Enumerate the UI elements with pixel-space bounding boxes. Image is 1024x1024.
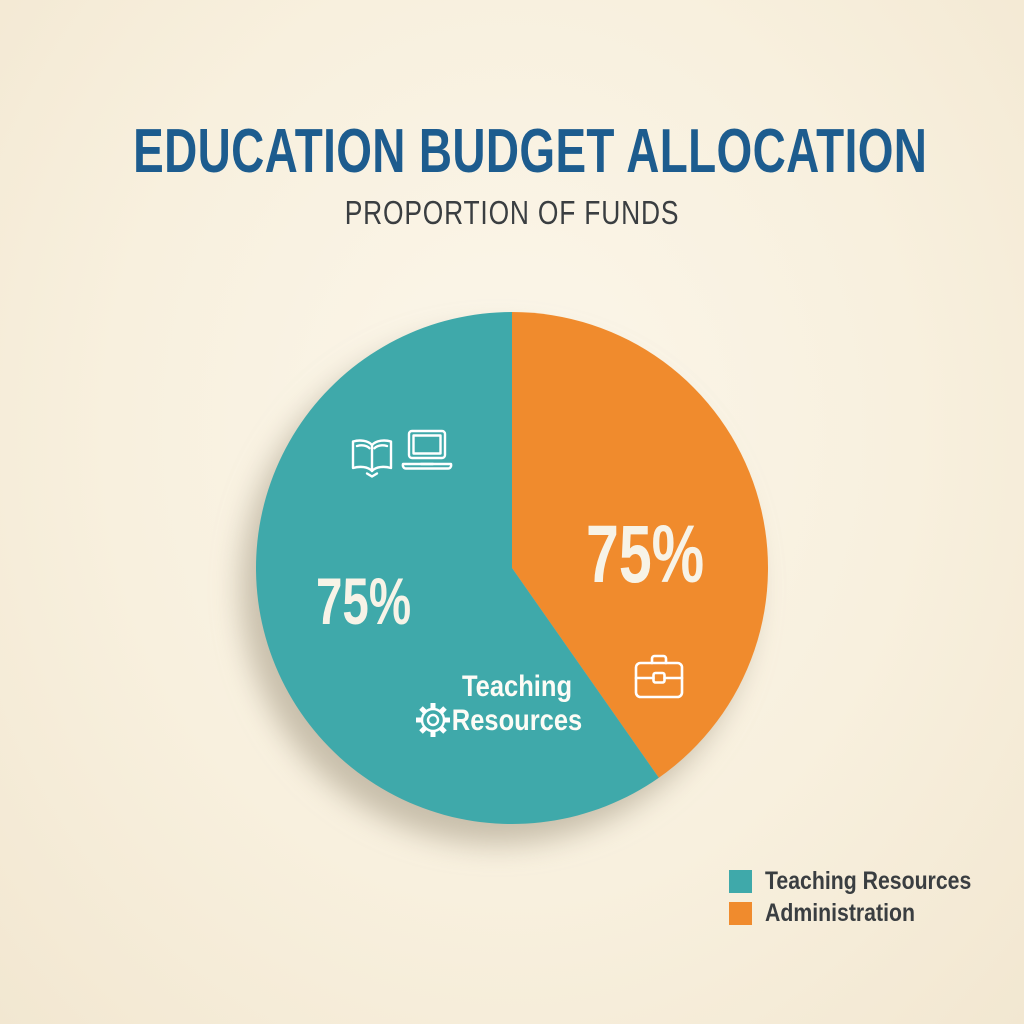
legend-swatch-orange	[729, 902, 752, 925]
teal-slice-caption-line2: Resources	[451, 703, 583, 737]
legend-label: Administration	[765, 899, 915, 927]
teal-slice-caption: Teaching Resources	[449, 670, 585, 738]
legend-item-teaching-resources: Teaching Resources	[729, 869, 1008, 894]
teal-slice-percent-label: 75%	[316, 564, 412, 638]
legend-label: Teaching Resources	[765, 867, 972, 895]
legend-swatch-teal	[729, 870, 752, 893]
page-title: EDUCATION BUDGET ALLOCATION	[133, 117, 928, 186]
page-subtitle: PROPORTION OF FUNDS	[344, 194, 680, 231]
open-book-icon	[348, 436, 396, 478]
teal-slice-caption-line1: Teaching	[461, 670, 573, 703]
chart-legend: Teaching Resources Administration	[729, 869, 1008, 926]
legend-item-administration: Administration	[729, 901, 1008, 926]
laptop-icon	[398, 428, 456, 474]
briefcase-icon	[630, 652, 688, 702]
gear-icon	[412, 699, 454, 741]
pie-slice-administration	[512, 312, 768, 778]
orange-slice-percent-label: 75%	[586, 509, 705, 600]
